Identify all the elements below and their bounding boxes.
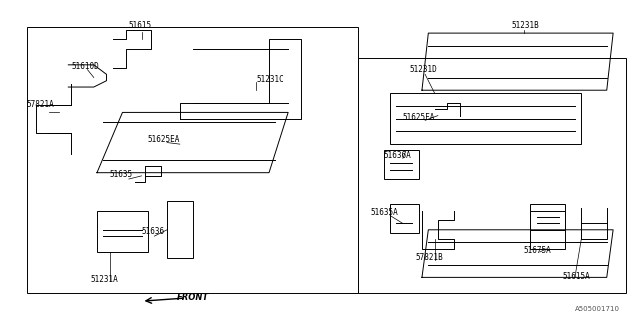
Text: 51635A: 51635A: [371, 208, 399, 217]
Text: 51635: 51635: [109, 170, 133, 179]
Bar: [531, 211, 565, 230]
Bar: [390, 93, 581, 144]
Text: A505001710: A505001710: [575, 306, 620, 312]
Text: 51231C: 51231C: [256, 75, 284, 84]
Bar: [358, 59, 626, 293]
Text: FRONT: FRONT: [177, 293, 209, 302]
Text: 51625EA: 51625EA: [148, 135, 180, 144]
Text: 51231A: 51231A: [91, 275, 118, 284]
Bar: [27, 27, 358, 293]
Text: 51615A: 51615A: [562, 272, 590, 281]
Text: 51625FA: 51625FA: [403, 113, 435, 122]
Text: 51636A: 51636A: [384, 151, 412, 160]
Text: 51636: 51636: [141, 227, 164, 236]
Bar: [167, 201, 193, 258]
Text: 57821A: 57821A: [27, 100, 54, 109]
Text: 51231B: 51231B: [511, 21, 539, 30]
Text: 51610D: 51610D: [72, 62, 99, 71]
Bar: [384, 150, 419, 179]
Text: 57821B: 57821B: [415, 252, 444, 261]
Bar: [390, 204, 419, 233]
Text: 51675A: 51675A: [524, 246, 552, 255]
Text: 51231D: 51231D: [409, 65, 437, 74]
Text: 51615: 51615: [129, 21, 152, 30]
Bar: [531, 204, 565, 249]
Bar: [97, 211, 148, 252]
